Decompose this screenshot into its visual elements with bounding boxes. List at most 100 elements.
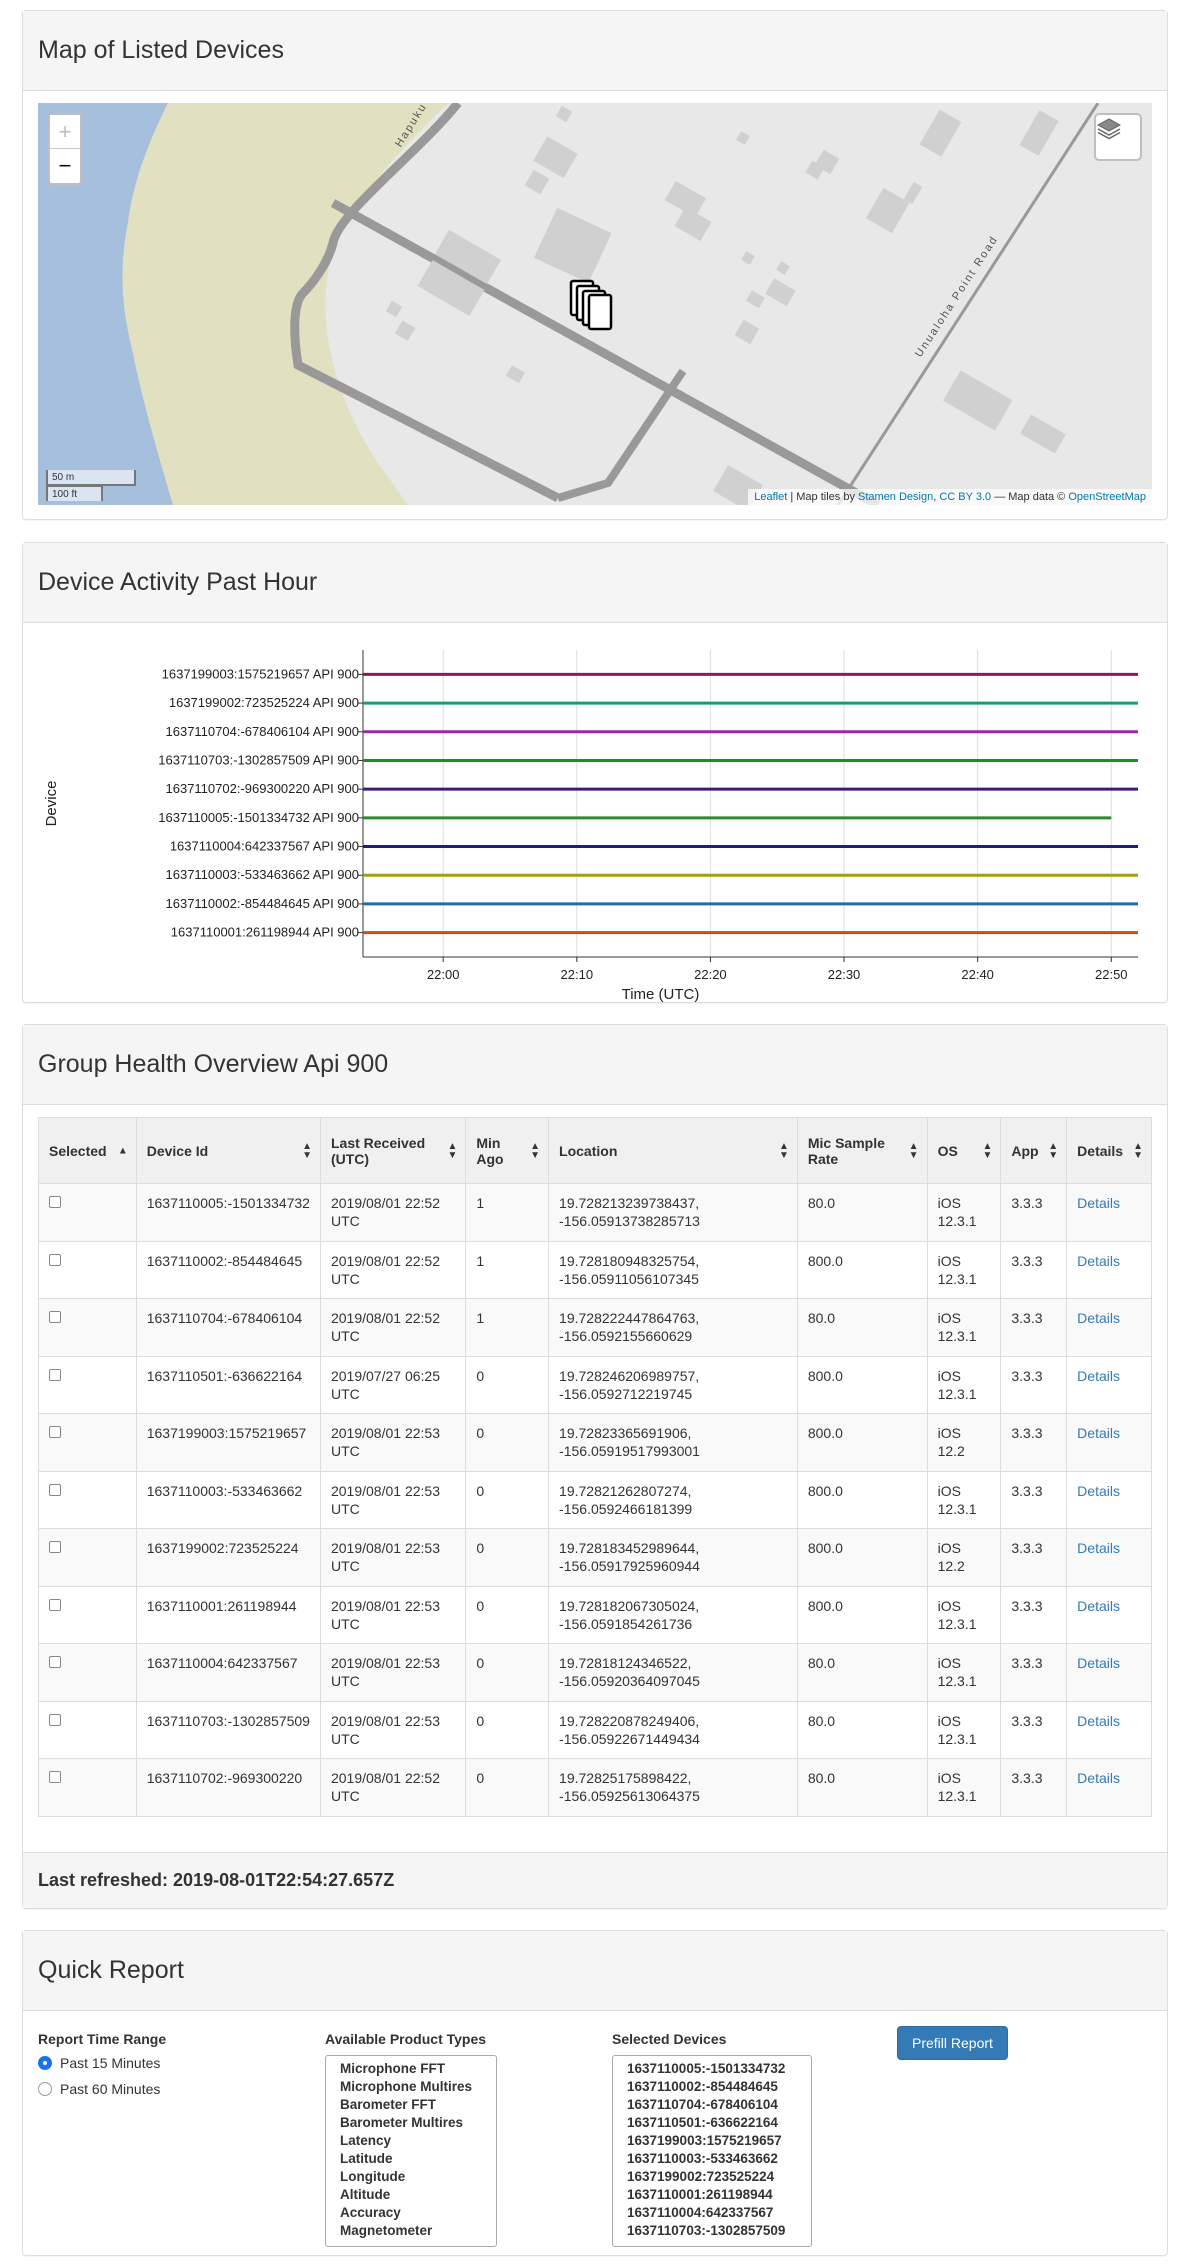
col-header-device-id[interactable]: Device Id ▲ ▼	[135, 1117, 321, 1184]
product-type-option[interactable]: Accuracy	[340, 2205, 401, 2220]
layers-button[interactable]	[1094, 113, 1142, 161]
row-checkbox[interactable]	[49, 1541, 61, 1553]
details-link[interactable]: Details	[1077, 1195, 1120, 1211]
col-header-selected[interactable]: Selected ▲	[38, 1117, 137, 1184]
product-type-option[interactable]: Latency	[340, 2133, 392, 2148]
product-type-option[interactable]: Microphone Multires	[340, 2079, 473, 2094]
scale-feet: 100 ft	[46, 485, 103, 501]
details-link[interactable]: Details	[1077, 1712, 1120, 1729]
radio-button-checked[interactable]	[38, 2056, 52, 2070]
selected-device-option[interactable]: 1637110703:-1302857509	[627, 2223, 786, 2238]
details-link[interactable]: Details	[1077, 1770, 1120, 1786]
product-type-option[interactable]: Barometer Multires	[340, 2115, 464, 2130]
leaflet-link[interactable]: Leaflet	[754, 491, 788, 503]
sort-asc-icon: ▲	[117, 1145, 128, 1156]
col-header-mic-sample-rate[interactable]: Mic Sample Rate ▲ ▼	[796, 1117, 928, 1184]
row-checkbox[interactable]	[49, 1368, 61, 1381]
x-tick-label: 22:10	[561, 967, 594, 982]
radio-button[interactable]	[38, 2082, 52, 2096]
series-label: 1637110704:-678406104 API 900	[166, 724, 360, 739]
series-label: 1637199003:1575219657 API 900	[162, 666, 359, 681]
product-type-option[interactable]: Barometer FFT	[340, 2097, 437, 2112]
details-link[interactable]: Details	[1077, 1540, 1120, 1556]
selected-device-option[interactable]: 1637110005:-1501334732	[627, 2061, 786, 2076]
selected-devices-listbox[interactable]: 1637110005:-1501334732 1637110002:-854484…	[612, 2055, 812, 2247]
mic-rate-cell: 800.0	[796, 1470, 928, 1529]
min-ago-cell: 0	[465, 1643, 550, 1702]
product-type-option[interactable]: Microphone FFT	[340, 2061, 445, 2076]
product-type-option[interactable]: Longitude	[340, 2169, 406, 2184]
selected-device-option[interactable]: 1637199002:723525224	[627, 2169, 775, 2184]
details-link[interactable]: Details	[1077, 1310, 1120, 1326]
sort-icon: ▲ ▼	[908, 1140, 919, 1161]
osm-link[interactable]: OpenStreetMap	[1068, 491, 1146, 503]
min-ago-cell: 1	[465, 1298, 550, 1357]
select-cell	[38, 1470, 137, 1529]
table-row: 1637110703:-1302857509 2019/08/01 22:53 U…	[38, 1700, 1152, 1759]
health-table: Selected ▲ Device Id ▲ ▼ Last Received (UTC…	[38, 1117, 1152, 1817]
prefill-report-button[interactable]: Prefill Report	[897, 2026, 1008, 2060]
selected-device-option[interactable]: 1637110002:-854484645	[627, 2079, 778, 2094]
app-cell: 3.3.3	[1000, 1528, 1068, 1587]
product-type-option[interactable]: Magnetometer	[340, 2223, 433, 2238]
location-cell: 19.728180948325754, -156.05911056107345	[548, 1240, 798, 1299]
cc-link[interactable]: CC BY 3.0	[939, 491, 992, 503]
row-checkbox[interactable]	[49, 1713, 61, 1726]
product-types-listbox[interactable]: Microphone FFT Microphone Multires Baromet…	[325, 2055, 497, 2247]
last-received-cell: 2019/08/01 22:53 UTC	[319, 1585, 467, 1644]
row-checkbox[interactable]	[49, 1196, 61, 1208]
details-link[interactable]: Details	[1077, 1482, 1120, 1499]
min-ago-cell: 0	[465, 1758, 550, 1817]
mic-rate-cell: 800.0	[796, 1240, 928, 1299]
col-header-app[interactable]: App ▲ ▼	[1000, 1117, 1068, 1184]
col-header-details[interactable]: Details ▲ ▼	[1066, 1117, 1152, 1184]
row-checkbox[interactable]	[49, 1656, 61, 1668]
device-id-cell: 1637110702:-969300220	[135, 1758, 321, 1817]
row-checkbox[interactable]	[49, 1598, 61, 1611]
details-link[interactable]: Details	[1077, 1655, 1120, 1671]
os-cell: iOS 12.3.1	[926, 1758, 1002, 1817]
select-cell	[38, 1355, 137, 1414]
details-link[interactable]: Details	[1077, 1597, 1120, 1614]
device-map[interactable]: Hapuku Way Unualoha Point Road + − 50 m …	[38, 103, 1152, 505]
zoom-out-button[interactable]: −	[50, 148, 80, 181]
col-header-min-ago[interactable]: Min Ago ▲ ▼	[465, 1117, 550, 1184]
radio-past-15[interactable]: Past 15 Minutes	[38, 2055, 166, 2071]
zoom-in-button[interactable]: +	[50, 115, 80, 148]
details-link[interactable]: Details	[1077, 1252, 1120, 1269]
selected-device-option[interactable]: 1637110501:-636622164	[627, 2115, 778, 2130]
col-header-last-received[interactable]: Last Received (UTC) ▲ ▼	[319, 1117, 467, 1184]
last-received-cell: 2019/07/27 06:25 UTC	[319, 1355, 467, 1414]
row-checkbox[interactable]	[49, 1483, 61, 1496]
details-link[interactable]: Details	[1077, 1367, 1120, 1384]
details-cell: Details	[1066, 1355, 1152, 1414]
selected-device-option[interactable]: 1637110004:642337567	[627, 2205, 774, 2220]
product-type-option[interactable]: Latitude	[340, 2151, 393, 2166]
last-refreshed: Last refreshed: 2019-08-01T22:54:27.657Z	[23, 1852, 1167, 1908]
col-header-os[interactable]: OS ▲ ▼	[926, 1117, 1002, 1184]
device-markers[interactable]	[569, 279, 613, 331]
col-header-location[interactable]: Location ▲ ▼	[548, 1117, 798, 1184]
selected-device-option[interactable]: 1637110704:-678406104	[627, 2097, 778, 2112]
col-label: App	[1011, 1142, 1039, 1159]
health-panel-header: Group Health Overview Api 900	[23, 1025, 1167, 1105]
row-checkbox[interactable]	[49, 1253, 61, 1266]
product-type-option[interactable]: Altitude	[340, 2187, 391, 2202]
stamen-link[interactable]: Stamen Design	[858, 491, 934, 503]
radio-past-60[interactable]: Past 60 Minutes	[38, 2081, 166, 2097]
last-received-cell: 2019/08/01 22:52 UTC	[319, 1240, 467, 1299]
row-checkbox[interactable]	[49, 1311, 61, 1323]
activity-panel: Device Activity Past Hour 22:00 22:10 22:2…	[22, 542, 1168, 1003]
x-tick-label: 22:30	[828, 967, 861, 982]
selected-device-option[interactable]: 1637110001:261198944	[627, 2187, 773, 2202]
x-axis-title: Time (UTC)	[622, 986, 700, 1003]
details-link[interactable]: Details	[1077, 1425, 1120, 1441]
row-checkbox[interactable]	[49, 1771, 61, 1783]
location-cell: 19.72818124346522, -156.05920364097045	[548, 1643, 798, 1702]
table-header-row: Selected ▲ Device Id ▲ ▼ Last Received (UTC…	[38, 1117, 1152, 1184]
row-checkbox[interactable]	[49, 1426, 61, 1438]
selected-device-option[interactable]: 1637199003:1575219657	[627, 2133, 782, 2148]
app-cell: 3.3.3	[1000, 1585, 1068, 1644]
selected-device-option[interactable]: 1637110003:-533463662	[627, 2151, 778, 2166]
table-row: 1637199002:723525224 2019/08/01 22:53 UTC…	[38, 1528, 1152, 1587]
